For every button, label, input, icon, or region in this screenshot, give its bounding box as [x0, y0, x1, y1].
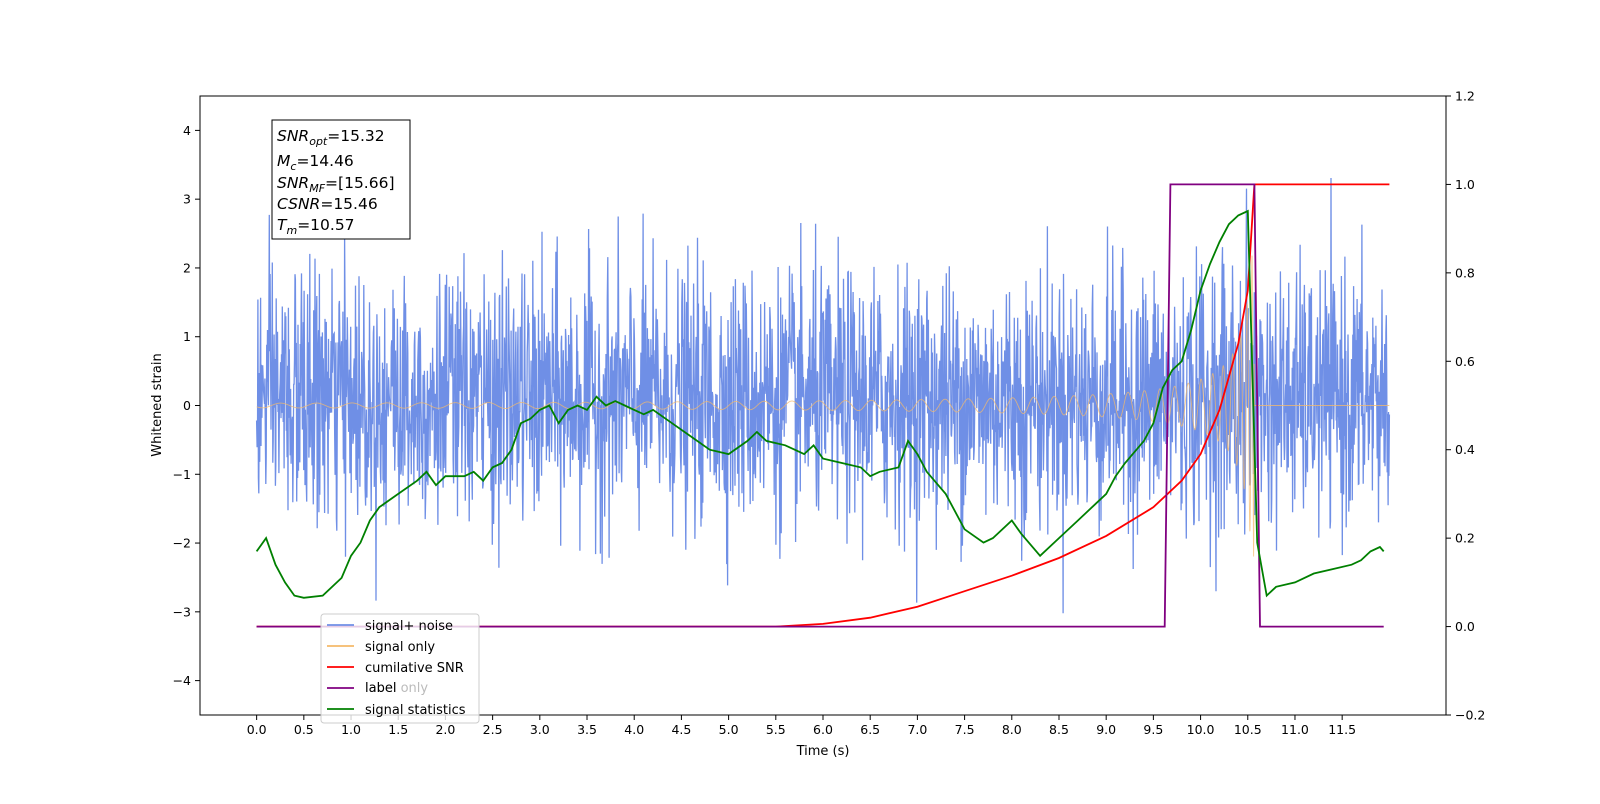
right-y-tick-label: 0.6: [1455, 354, 1475, 369]
x-tick-label: 3.0: [530, 722, 550, 737]
right-y-tick-label: 0.4: [1455, 442, 1475, 457]
legend: signal+ noise signal only cumilative SNR…: [320, 613, 480, 724]
x-axis-label: Time (s): [796, 744, 850, 759]
x-tick-label: 5.0: [719, 722, 739, 737]
right-y-axis-ticks: 1.2 1.0 0.8 0.6 0.4 0.2 0.0 −0.2: [1446, 89, 1485, 723]
x-tick-label: 1.0: [341, 722, 361, 737]
right-y-tick-label: 1.2: [1455, 89, 1475, 104]
x-tick-label: 7.0: [907, 722, 927, 737]
x-tick-label: 2.0: [435, 722, 455, 737]
svg-text:signal+ noise: signal+ noise: [365, 619, 453, 634]
svg-text:cumilative SNR: cumilative SNR: [365, 661, 464, 676]
x-tick-label: 6.0: [813, 722, 833, 737]
left-y-tick-label: 3: [183, 192, 191, 207]
legend-item-cumulative-snr: cumilative SNR: [327, 661, 464, 676]
left-y-tick-label: 0: [183, 398, 191, 413]
left-y-tick-label: −3: [173, 604, 191, 619]
plot-area: [255, 177, 1391, 628]
svg-text:label only: label only: [365, 681, 428, 696]
x-tick-label: 7.5: [955, 722, 975, 737]
x-tick-label: 9.5: [1143, 722, 1163, 737]
left-y-tick-label: 2: [183, 260, 191, 275]
x-tick-label: 6.5: [860, 722, 880, 737]
annotation-snr-opt: SNRopt=15.32: [277, 127, 385, 148]
signal-noise-line: [255, 177, 1391, 614]
label-line: [256, 183, 1384, 628]
annotation-snr-mf: SNRMF=[15.66]: [277, 174, 395, 195]
legend-item-label-only-ghost: label only: [365, 681, 428, 696]
stats-annotation-box: SNRopt=15.32 Mc=14.46 SNRMF=[15.66] CSNR…: [271, 119, 411, 240]
legend-item-label: label: [327, 681, 396, 696]
right-y-tick-label: −0.2: [1455, 708, 1485, 723]
annotation-csnr: CSNR=15.46: [277, 195, 378, 213]
x-tick-label: 10.0: [1187, 722, 1215, 737]
annotation-tm: Tm=10.57: [277, 216, 355, 237]
left-y-axis-ticks: 4 3 2 1 0 −1 −2 −3 −4: [173, 123, 200, 688]
signal-statistics-line: [255, 209, 1385, 599]
x-tick-label: 4.5: [671, 722, 691, 737]
x-tick-label: 0.0: [247, 722, 267, 737]
left-y-tick-label: −4: [173, 673, 191, 688]
x-tick-label: 8.5: [1049, 722, 1069, 737]
signal-only-line: [256, 255, 1390, 557]
x-tick-label: 0.5: [294, 722, 314, 737]
annotation-mc: Mc=14.46: [277, 152, 354, 173]
right-y-tick-label: 0.8: [1455, 265, 1475, 280]
svg-text:signal only: signal only: [365, 640, 435, 655]
legend-item-signal-only: signal only: [327, 640, 435, 655]
left-y-tick-label: 1: [183, 329, 191, 344]
right-y-tick-label: 0.2: [1455, 531, 1475, 546]
x-tick-label: 11.0: [1281, 722, 1309, 737]
x-tick-label: 10.5: [1234, 722, 1262, 737]
y-axis-label: Whitened strain: [150, 353, 165, 456]
x-tick-label: 3.5: [577, 722, 597, 737]
right-y-tick-label: 1.0: [1455, 177, 1475, 192]
x-tick-label: 2.5: [483, 722, 503, 737]
x-tick-label: 11.5: [1328, 722, 1356, 737]
x-tick-label: 9.0: [1096, 722, 1116, 737]
left-y-tick-label: 4: [183, 123, 191, 138]
legend-item-signal-statistics: signal statistics: [327, 703, 466, 718]
svg-text:signal statistics: signal statistics: [365, 703, 466, 718]
x-axis-ticks: 0.0 0.5 1.0 1.5 2.0 2.5 3.0 3.5 4.0 4.5 5.0 5.5 6.0 6…: [247, 715, 1356, 737]
left-y-tick-label: −2: [173, 536, 191, 551]
x-tick-label: 5.5: [766, 722, 786, 737]
left-y-tick-label: −1: [173, 467, 191, 482]
x-tick-label: 8.0: [1002, 722, 1022, 737]
right-y-tick-label: 0.0: [1455, 619, 1475, 634]
x-tick-label: 4.0: [624, 722, 644, 737]
svg-text:label: label: [365, 681, 396, 696]
x-tick-label: 1.5: [388, 722, 408, 737]
legend-item-signal-noise: signal+ noise: [327, 619, 453, 634]
